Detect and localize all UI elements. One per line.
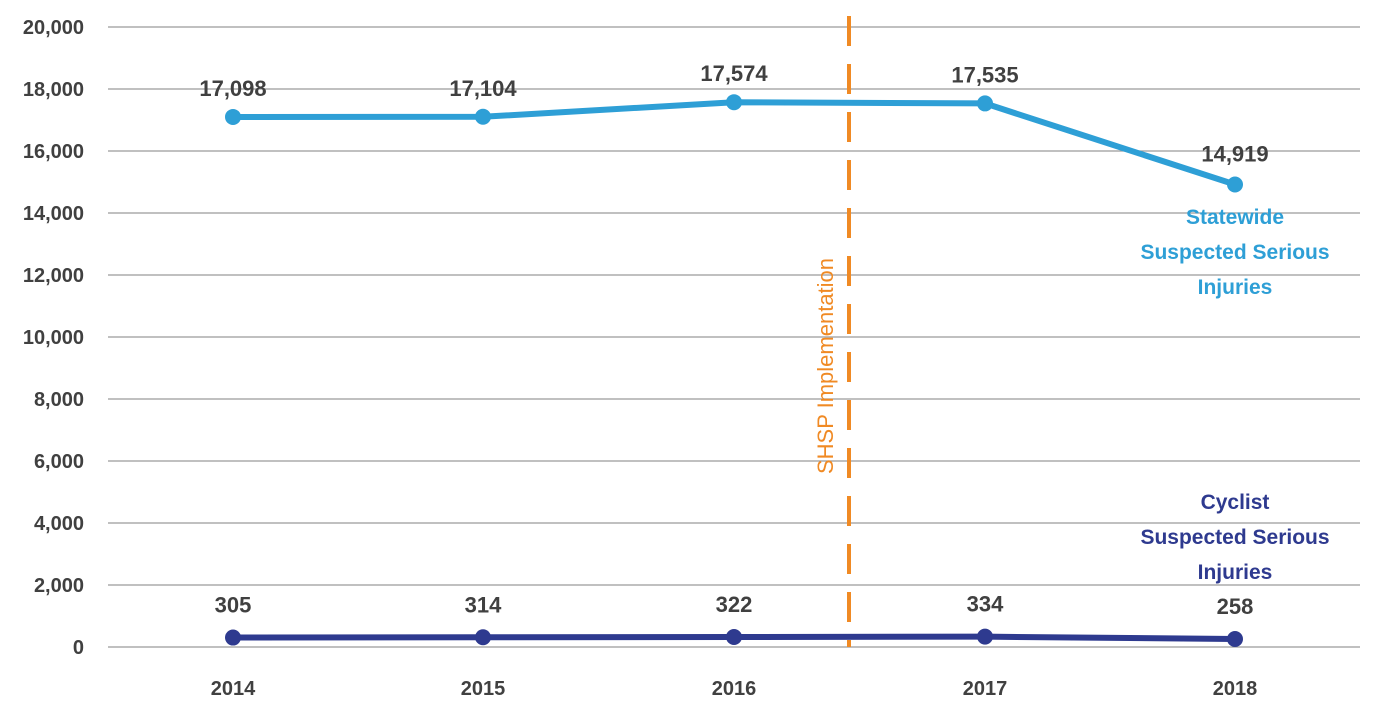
x-tick-label: 2015	[461, 678, 506, 700]
data-label: 322	[716, 592, 753, 617]
data-label: 17,574	[700, 61, 768, 86]
y-tick-label: 14,000	[23, 203, 84, 225]
y-tick-label: 4,000	[34, 513, 84, 535]
y-tick-label: 8,000	[34, 389, 84, 411]
y-tick-label: 0	[73, 637, 84, 659]
data-point	[1227, 176, 1243, 193]
data-point	[225, 108, 241, 125]
series-name-label: Suspected Serious	[1140, 526, 1329, 549]
series-line	[230, 99, 1238, 188]
data-label: 17,535	[951, 62, 1018, 87]
series-name-label: Suspected Serious	[1140, 241, 1329, 264]
y-tick-label: 10,000	[23, 327, 84, 349]
data-label: 334	[967, 592, 1004, 617]
data-point	[475, 629, 491, 646]
data-point	[225, 629, 241, 646]
x-tick-label: 2018	[1213, 678, 1258, 700]
data-point	[1227, 631, 1243, 648]
data-point	[475, 108, 491, 125]
y-tick-label: 18,000	[23, 79, 84, 101]
y-tick-label: 20,000	[23, 17, 84, 39]
data-label: 258	[1217, 594, 1254, 619]
y-tick-label: 16,000	[23, 141, 84, 163]
y-tick-label: 12,000	[23, 265, 84, 287]
data-label: 314	[465, 592, 502, 617]
series-name-label: Cyclist	[1201, 491, 1270, 514]
x-tick-label: 2017	[963, 678, 1008, 700]
x-tick-label: 2014	[211, 678, 256, 700]
y-tick-label: 6,000	[34, 451, 84, 473]
data-label: 17,104	[449, 76, 517, 101]
data-point	[726, 94, 742, 111]
x-tick-label: 2016	[712, 678, 757, 700]
series-name-label: Injuries	[1198, 276, 1273, 299]
data-point	[726, 629, 742, 646]
data-point	[977, 628, 993, 645]
data-label: 305	[215, 593, 252, 618]
y-tick-label: 2,000	[34, 575, 84, 597]
series-name-label: Injuries	[1198, 561, 1273, 584]
data-label: 17,098	[199, 76, 266, 101]
annotation-label: SHSP Implementation	[813, 258, 838, 474]
data-label: 14,919	[1201, 142, 1268, 167]
data-point	[977, 95, 993, 112]
series-name-label: Statewide	[1186, 206, 1284, 229]
